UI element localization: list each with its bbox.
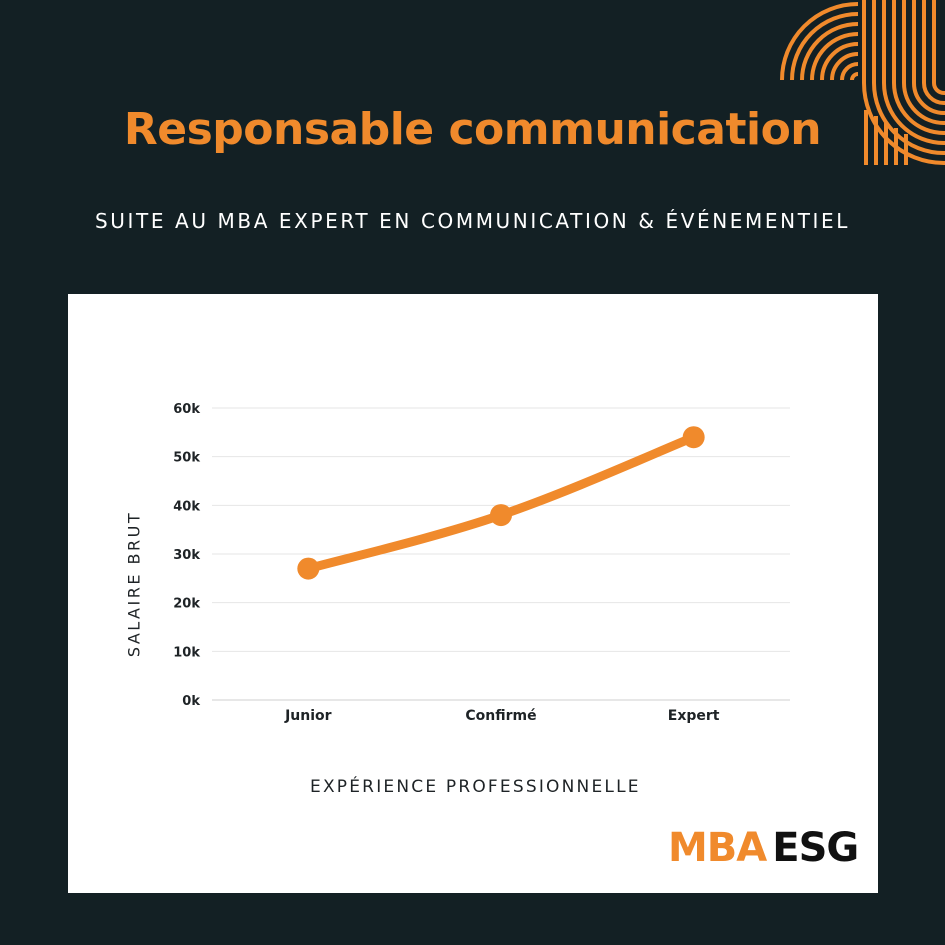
x-tick-label: Expert xyxy=(668,708,720,724)
data-point xyxy=(682,426,705,449)
y-tick-label: 0k xyxy=(182,694,200,709)
y-tick-label: 60k xyxy=(173,402,200,417)
x-tick-label: Junior xyxy=(284,708,332,724)
mba-esg-logo: MBA ESG xyxy=(668,824,859,872)
y-tick-label: 30k xyxy=(173,548,200,563)
data-point xyxy=(490,504,512,527)
y-tick-label: 20k xyxy=(173,597,200,612)
y-tick-label: 50k xyxy=(173,451,200,466)
page-subtitle: SUITE AU MBA EXPERT EN COMMUNICATION & É… xyxy=(95,209,850,233)
data-point xyxy=(297,557,320,580)
y-axis-title: SALAIRE BRUT xyxy=(124,510,144,658)
page-title: Responsable communication xyxy=(123,104,822,155)
y-tick-label: 10k xyxy=(173,645,200,660)
x-axis-title: EXPÉRIENCE PROFESSIONNELLE xyxy=(310,777,641,797)
chart-card: 0k 10k 20k 30k 40k 50k 60k Junior Confirmé Expert xyxy=(68,294,878,893)
salary-line-chart: 0k 10k 20k 30k 40k 50k 60k Junior Confirmé Expert xyxy=(173,402,790,724)
logo-mba-text: MBA xyxy=(668,825,767,871)
x-tick-label: Confirmé xyxy=(465,708,536,724)
logo-esg-text: ESG xyxy=(772,825,859,871)
y-tick-label: 40k xyxy=(173,499,200,514)
